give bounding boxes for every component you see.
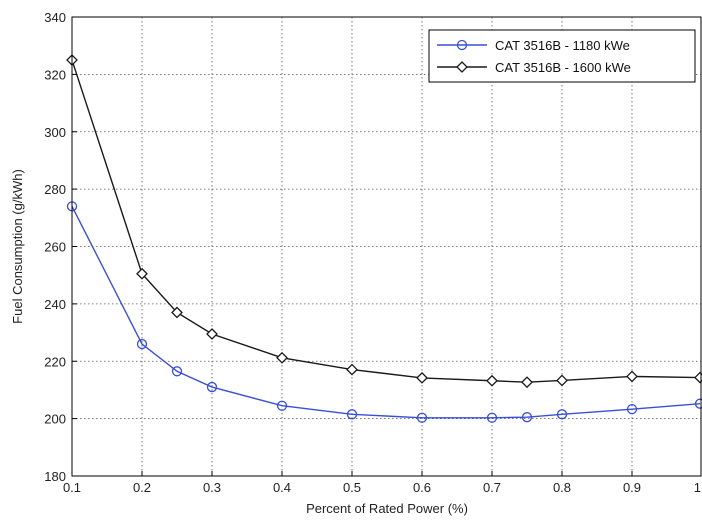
data-point xyxy=(136,338,148,350)
data-point xyxy=(486,374,498,387)
legend-marker xyxy=(456,39,468,51)
x-tick-label: 0.1 xyxy=(63,480,81,495)
data-point xyxy=(416,412,428,423)
y-axis-ticks: 180 200 220 240 260 280 300 320 340 xyxy=(44,10,77,484)
data-point xyxy=(694,371,702,384)
data-point xyxy=(521,376,533,389)
data-point xyxy=(346,363,358,376)
y-axis-label: Fuel Consumption (g/kWh) xyxy=(10,169,25,324)
data-point xyxy=(136,267,148,280)
series-1180kwe xyxy=(66,201,702,423)
y-tick-label: 260 xyxy=(44,240,66,255)
data-point xyxy=(346,409,358,420)
legend-label: CAT 3516B - 1180 kWe xyxy=(495,38,630,53)
y-tick-label: 280 xyxy=(44,182,66,197)
data-point xyxy=(171,306,183,319)
x-tick-label: 0.3 xyxy=(203,480,221,495)
data-point xyxy=(486,412,498,423)
data-point xyxy=(626,404,638,415)
data-point xyxy=(206,328,218,340)
grid xyxy=(72,17,702,476)
data-point xyxy=(694,398,702,409)
x-tick-label: 0.5 xyxy=(343,480,361,495)
x-axis-ticks: 0.1 0.2 0.3 0.4 0.5 0.6 0.7 0.8 0.9 1 xyxy=(63,471,702,495)
legend: CAT 3516B - 1180 kWe CAT 3516B - 1600 kWe xyxy=(428,29,696,83)
y-tick-label: 340 xyxy=(44,10,66,25)
y-tick-label: 200 xyxy=(44,412,66,427)
legend-box xyxy=(428,29,696,83)
x-tick-label: 0.6 xyxy=(413,480,431,495)
data-point xyxy=(521,412,533,423)
legend-label: CAT 3516B - 1600 kWe xyxy=(495,60,631,75)
series-line xyxy=(71,59,701,383)
y-tick-label: 220 xyxy=(44,354,66,369)
plot-area xyxy=(72,17,701,476)
y-tick-label: 180 xyxy=(44,469,66,484)
data-point xyxy=(206,381,218,393)
data-point xyxy=(626,370,638,383)
data-point xyxy=(556,409,568,420)
x-tick-label: 0.9 xyxy=(623,480,641,495)
x-tick-label: 1 xyxy=(694,480,701,495)
series-1600kwe xyxy=(66,54,702,389)
data-point xyxy=(416,371,428,384)
legend-entry: CAT 3516B - 1600 kWe xyxy=(437,60,631,75)
data-point xyxy=(276,351,288,364)
x-tick-label: 0.4 xyxy=(273,480,291,495)
series-lines xyxy=(66,54,702,423)
y-tick-label: 300 xyxy=(44,125,66,140)
x-tick-label: 0.2 xyxy=(133,480,151,495)
data-point xyxy=(171,366,183,377)
legend-marker xyxy=(456,61,468,73)
legend-entry: CAT 3516B - 1180 kWe xyxy=(437,38,630,53)
data-point xyxy=(556,374,568,387)
x-axis-label: Percent of Rated Power (%) xyxy=(306,501,468,516)
series-line xyxy=(71,206,701,419)
y-tick-label: 320 xyxy=(44,67,66,82)
x-tick-label: 0.7 xyxy=(483,480,501,495)
x-tick-label: 0.8 xyxy=(553,480,571,495)
data-point xyxy=(276,400,288,411)
y-tick-label: 240 xyxy=(44,297,66,312)
